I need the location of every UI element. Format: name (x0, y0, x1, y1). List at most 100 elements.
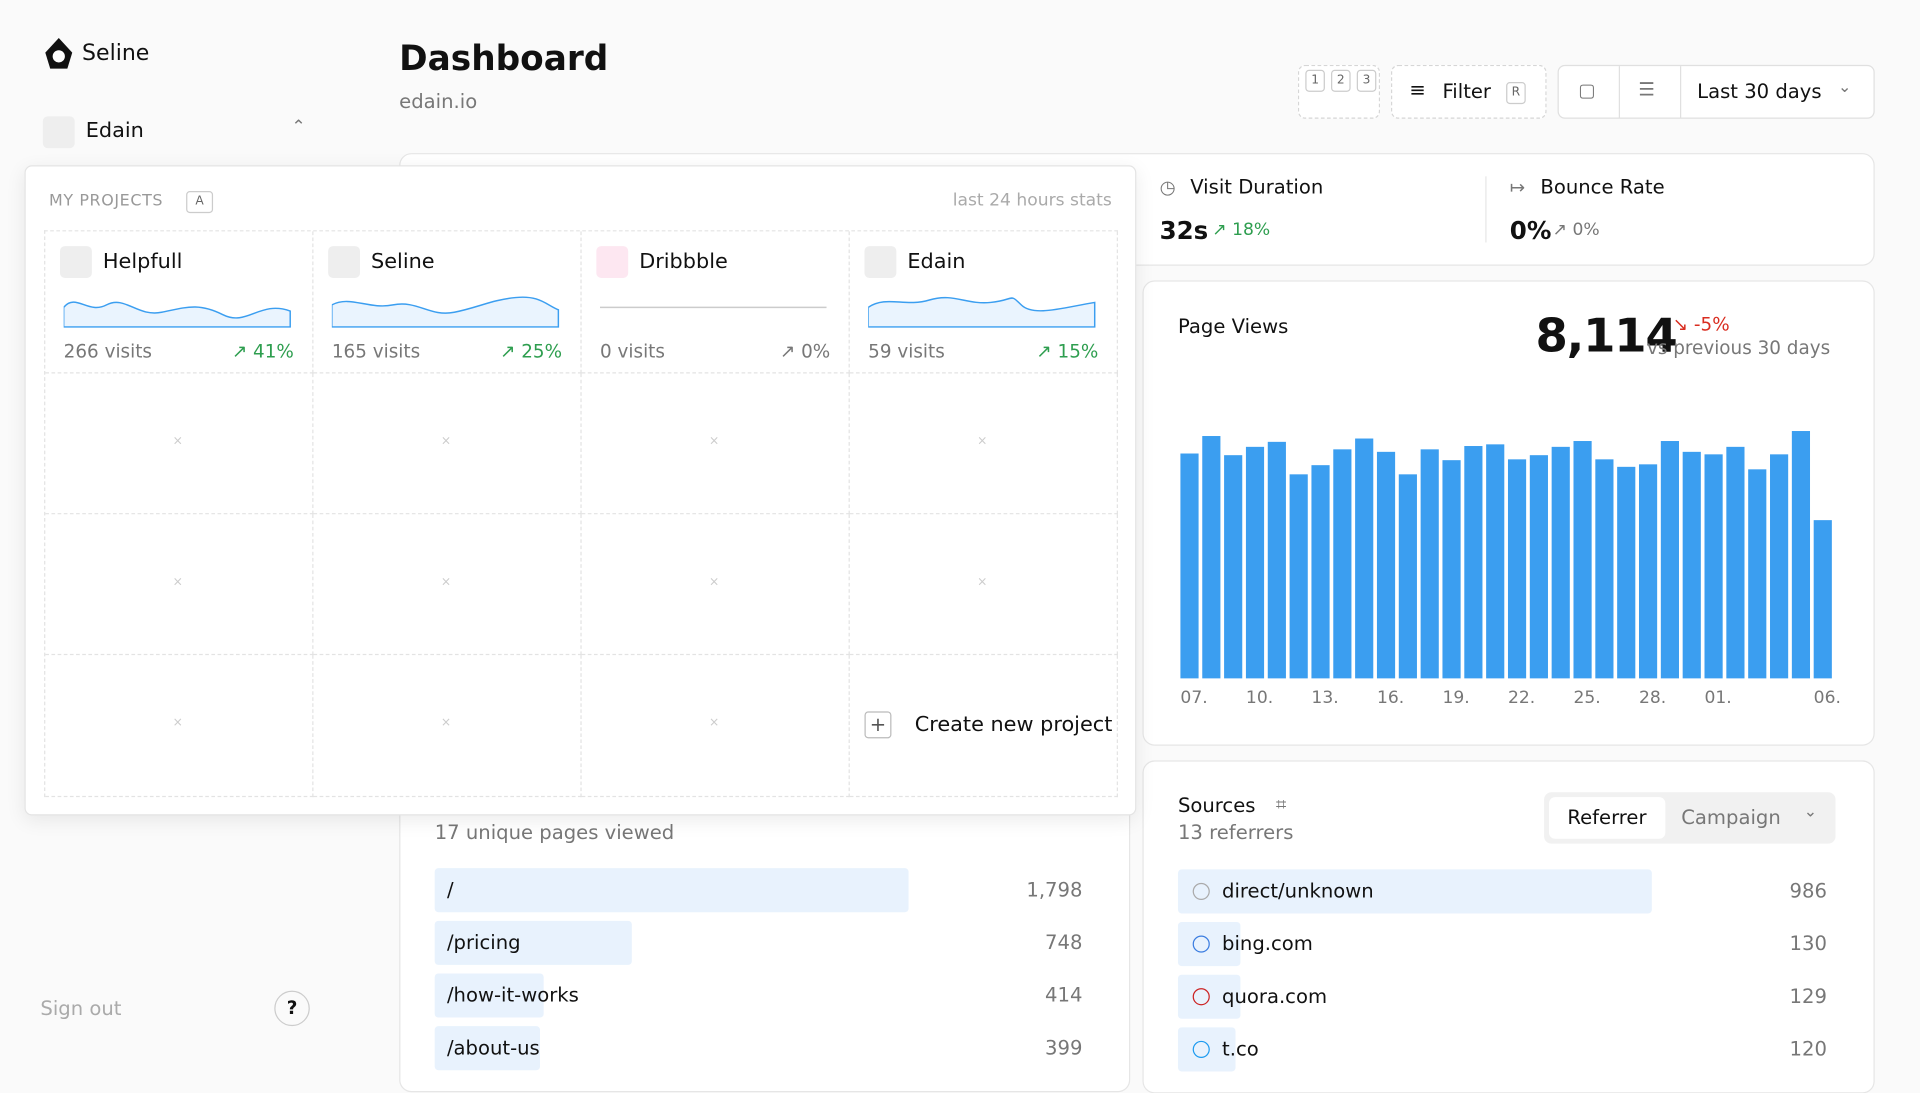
stat-label: Bounce Rate (1540, 175, 1665, 199)
empty-marker: × (172, 434, 183, 448)
bar (1748, 469, 1767, 679)
stat-icon: ↦ (1509, 176, 1526, 199)
compare-button[interactable]: ☰ (1638, 78, 1655, 101)
bar (1660, 441, 1679, 679)
project-name: Edain (907, 249, 966, 275)
project-visits: 266 visits (63, 340, 152, 363)
project-cell: + Create new project (849, 655, 1118, 798)
bar (1442, 460, 1461, 679)
chart-title: Page Views (1177, 314, 1289, 338)
row-value: 748 (1045, 930, 1083, 954)
project-cell: × (45, 373, 314, 515)
project-cell: Helpfull 266 visits ↗ 41% (45, 231, 314, 374)
project-icon (596, 246, 629, 278)
tab[interactable]: Campaign (1681, 805, 1781, 829)
total: 8,114 (1535, 308, 1678, 363)
row-value: 120 (1789, 1037, 1827, 1061)
sparkline (868, 296, 1096, 328)
project-change-value: 41% (253, 340, 294, 363)
bar (1289, 474, 1308, 679)
project-icon (42, 116, 75, 149)
bar (1617, 466, 1636, 679)
project-selector[interactable]: Edain (85, 118, 144, 144)
project-change: ↗ 41% (231, 340, 294, 363)
project-change-value: 25% (521, 340, 563, 363)
stat-label: Visit Duration (1190, 175, 1324, 199)
x-tick-label: 22. (1508, 688, 1535, 708)
empty-marker: × (440, 574, 452, 589)
filter-key: R (1506, 82, 1526, 105)
row-value: 130 (1789, 931, 1827, 956)
x-tick-label: 13. (1311, 688, 1338, 708)
stats-note: last 24 hours stats (952, 191, 1112, 211)
sources-subtitle: 13 referrers (1177, 820, 1294, 844)
sign-out[interactable]: Sign out (40, 996, 122, 1021)
x-tick-label: 28. (1639, 688, 1666, 708)
row-label: bing.com (1222, 931, 1313, 956)
source-icon (1192, 1040, 1210, 1058)
bar (1770, 454, 1789, 679)
empty-marker: × (977, 434, 988, 448)
bar-chart: 07. 10. 13. 16. 19. 22. 25. 28. 01. 06. (1180, 431, 1841, 708)
x-tick-label: 06. (1814, 688, 1841, 708)
project-cell: × (849, 514, 1118, 656)
x-tick-label: 01. (1705, 688, 1732, 708)
row-bar (434, 868, 909, 913)
row-bar (434, 1026, 540, 1071)
row-value: 129 (1789, 984, 1827, 1008)
projects-dropdown: MY PROJECTS A last 24 hours stats Helpfu… (24, 165, 1137, 816)
help-button[interactable]: ? (274, 990, 310, 1027)
stat-change-value: 18% (1232, 220, 1271, 241)
sparkline-path (63, 301, 291, 328)
row-label: /how-it-works (446, 983, 579, 1007)
filter-button[interactable]: ≡ Filter R (1391, 64, 1547, 119)
calendar-button[interactable]: ▢ (1578, 79, 1596, 102)
shortcut-key: 2 (1331, 69, 1351, 92)
empty-marker: × (172, 574, 183, 589)
empty-marker: × (708, 574, 720, 589)
project-visits: 165 visits (331, 340, 421, 363)
x-tick-label: 19. (1442, 688, 1469, 708)
tab[interactable]: Referrer (1567, 805, 1647, 829)
tabs: Referrer Campaign ⌄ (1544, 792, 1836, 844)
bar (1791, 431, 1811, 679)
stat-value: 32s (1159, 215, 1209, 245)
source-icon (1192, 988, 1210, 1006)
x-tick-label: 16. (1377, 688, 1404, 708)
stat-change-value: 0% (1572, 220, 1600, 241)
row-label: direct/unknown (1222, 879, 1374, 903)
x-tick-label: 07. (1180, 688, 1207, 708)
row-bar (434, 973, 544, 1018)
project-change: ↗ 25% (499, 340, 563, 363)
bar (1398, 474, 1417, 679)
project-cell: Dribbble 0 visits ↗ 0% (581, 231, 850, 374)
page-title: Dashboard (399, 37, 609, 79)
sparkline-path (331, 296, 560, 328)
bar (1420, 449, 1439, 679)
row-label: quora.com (1222, 984, 1328, 1008)
project-name: Seline (371, 249, 435, 275)
project-change: ↗ 0% (779, 340, 831, 363)
site-name: edain.io (399, 89, 478, 113)
range-select[interactable]: Last 30 days (1697, 79, 1822, 103)
chevron: ⌃ (291, 117, 306, 138)
x-tick-label: 25. (1573, 688, 1600, 708)
project-change-value: 0% (801, 340, 831, 363)
bar (1333, 449, 1352, 679)
filter-label: Filter (1442, 79, 1491, 103)
sparkline (331, 296, 560, 328)
project-cell: × (313, 514, 582, 656)
create-project[interactable]: Create new project (914, 712, 1113, 738)
divider (1680, 66, 1682, 118)
change-value: -5% (1693, 313, 1730, 336)
bar (1464, 446, 1483, 679)
projects-key: A (186, 191, 214, 214)
row-label: t.co (1222, 1037, 1259, 1061)
brand: Seline (82, 40, 150, 67)
project-name: Dribbble (639, 249, 728, 275)
page: Seline Edain ⌃ Sign out ? Dashboard edai… (24, 37, 1875, 1093)
filter-icon: ≡ (1409, 78, 1426, 102)
project-cell: × (581, 373, 850, 515)
comparison: vs previous 30 days (1646, 336, 1831, 359)
